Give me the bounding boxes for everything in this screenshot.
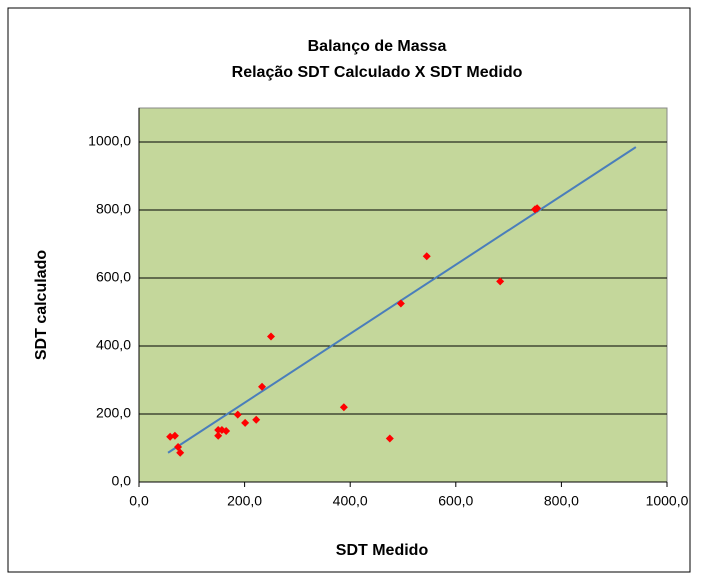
plot-area [138,107,668,483]
point [258,382,267,391]
x-tick-label: 600,0 [438,493,473,509]
point [214,431,223,440]
x-tick-label: 0,0 [129,493,149,509]
y-axis-title: SDT calculado [33,250,50,360]
y-tick-label: 400,0 [96,337,131,353]
point [222,427,231,435]
x-tick-label: 800,0 [544,493,579,509]
point [267,332,275,341]
point [170,431,179,440]
x-tick-label: 1000,0 [646,493,689,509]
trendline [167,146,637,454]
x-tick-label: 200,0 [227,493,262,509]
chart-title: Balanço de Massa [308,38,447,55]
y-tick-label: 200,0 [96,405,131,421]
point [496,277,505,286]
x-tick-label: 400,0 [333,493,368,509]
x-axis-title: SDT Medido [336,542,429,559]
y-tick-label: 1000,0 [88,133,131,149]
y-tick-label: 600,0 [96,269,131,285]
point [241,418,250,427]
point [339,403,348,412]
point [252,415,261,424]
point [176,448,185,457]
point [533,204,542,213]
point [233,410,242,419]
point [385,434,394,443]
chart-subtitle: Relação SDT Calculado X SDT Medido [232,64,523,81]
y-tick-label: 800,0 [96,201,131,217]
point [422,252,431,261]
y-tick-label: 0,0 [112,473,132,489]
point [396,299,405,308]
